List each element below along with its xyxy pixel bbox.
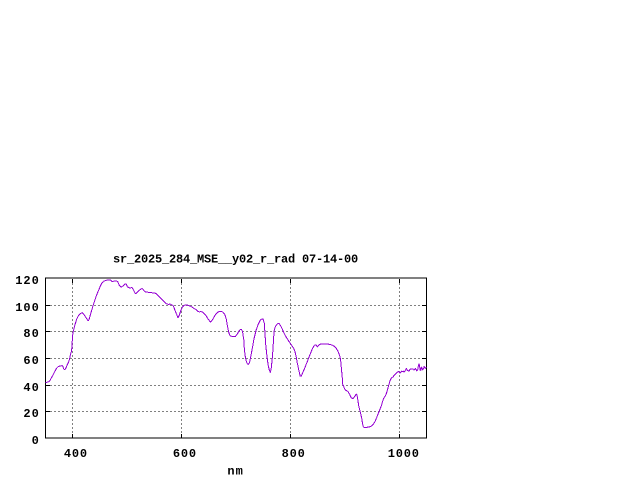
svg-text:60: 60 [23,354,39,368]
svg-text:600: 600 [173,447,197,461]
svg-text:800: 800 [282,447,306,461]
svg-text:sr_2025_284_MSE__y02_r_rad 07-: sr_2025_284_MSE__y02_r_rad 07-14-00 [113,253,358,267]
svg-text:nm: nm [227,465,243,479]
svg-text:40: 40 [23,381,39,395]
svg-text:1000: 1000 [388,447,420,461]
svg-text:400: 400 [64,447,88,461]
svg-text:0: 0 [32,434,40,448]
svg-text:80: 80 [23,327,39,341]
svg-text:20: 20 [23,407,39,421]
svg-text:120: 120 [15,274,40,288]
svg-text:100: 100 [15,301,40,315]
